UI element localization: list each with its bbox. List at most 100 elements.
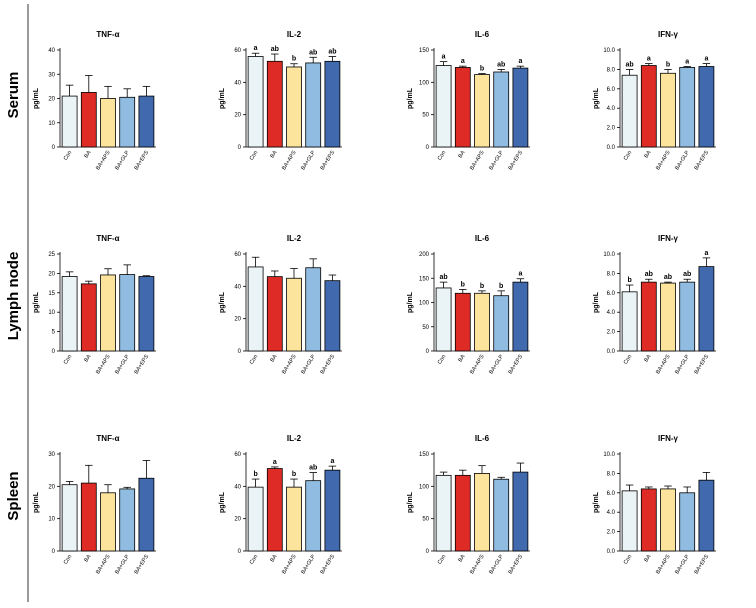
y-tick-label: 60 bbox=[234, 252, 241, 258]
y-tick-label: 50 bbox=[422, 113, 429, 119]
x-tick-label-con: Con bbox=[63, 354, 73, 366]
panel-title: IL-6 bbox=[475, 30, 490, 39]
x-tick-label-ba-eps: BA+EPS bbox=[694, 150, 711, 172]
significance-letter-ba-aps: b bbox=[480, 283, 484, 290]
panel-lymph-node-il-6: IL-6 pg/mL 0 50 100 150 200 ab Con b BA b BA+APS b BA+… bbox=[407, 234, 530, 375]
significance-letter-ba-aps: b bbox=[480, 66, 484, 73]
bar-ba bbox=[80, 92, 97, 148]
row-label-spleen: Spleen bbox=[5, 471, 22, 520]
y-axis-label: pg/mL bbox=[219, 291, 226, 313]
bar-ba-aps bbox=[286, 486, 302, 552]
y-tick-label: 0 bbox=[238, 549, 242, 555]
y-tick-label: 20 bbox=[234, 113, 241, 119]
y-axis-label: pg/mL bbox=[407, 291, 414, 313]
y-tick-label: 0.0 bbox=[607, 549, 616, 555]
x-tick-label-ba-eps: BA+EPS bbox=[694, 554, 711, 576]
significance-letter-ba-eps: a bbox=[704, 56, 708, 63]
bar-con bbox=[435, 474, 452, 552]
panel-title: TNF-α bbox=[96, 234, 119, 243]
y-tick-label: 10.0 bbox=[603, 252, 615, 258]
bar-ba-eps bbox=[324, 60, 341, 148]
significance-letter-ba-glp: b bbox=[499, 283, 503, 290]
x-tick-label-ba-glp: BA+GLP bbox=[300, 554, 317, 576]
y-tick-label: 2.0 bbox=[607, 330, 616, 336]
x-tick-label-ba-aps: BA+APS bbox=[655, 150, 672, 172]
bar-ba-eps bbox=[698, 266, 715, 352]
y-tick-label: 0 bbox=[426, 349, 430, 355]
y-axis-label: pg/mL bbox=[593, 87, 600, 109]
y-tick-label: 25 bbox=[48, 252, 55, 258]
y-tick-label: 50 bbox=[422, 325, 429, 331]
y-axis-label: pg/mL bbox=[219, 87, 226, 109]
x-tick-label-ba-aps: BA+APS bbox=[655, 554, 672, 576]
y-tick-label: 0 bbox=[52, 549, 56, 555]
panel-serum-il-6: IL-6 pg/mL 0 50 100 150 a Con a BA b BA+APS ab BA+GLP… bbox=[407, 30, 530, 171]
bar-ba-aps bbox=[100, 98, 116, 148]
bar-ba-glp bbox=[679, 492, 696, 552]
panel-serum-tnf: TNF-α pg/mL 0 10 20 30 40 Con BA BA+APS BA+GLP BA+E… bbox=[33, 30, 156, 171]
x-tick-label-ba-glp: BA+GLP bbox=[300, 354, 317, 376]
significance-letter-ba: a bbox=[647, 56, 651, 63]
significance-letter-ba-eps: a bbox=[704, 250, 708, 257]
x-tick-label-con: Con bbox=[63, 554, 73, 566]
panel-title: IL-2 bbox=[287, 30, 302, 39]
panel-title: TNF-α bbox=[96, 30, 119, 39]
x-tick-label-ba-eps: BA+EPS bbox=[320, 354, 337, 376]
y-tick-label: 30 bbox=[48, 452, 55, 458]
x-tick-label-ba: BA bbox=[270, 554, 279, 564]
y-tick-label: 20 bbox=[48, 97, 55, 103]
y-tick-label: 0 bbox=[52, 349, 56, 355]
y-tick-label: 0 bbox=[238, 349, 242, 355]
x-tick-label-con: Con bbox=[623, 150, 633, 162]
panel-lymph-node-ifn: IFN-γ pg/mL 0.0 2.0 4.0 6.0 8.0 10.0 b Con ab BA ab B… bbox=[593, 234, 716, 375]
bar-ba-aps bbox=[474, 74, 490, 148]
bar-ba-eps bbox=[138, 276, 155, 352]
x-tick-label-con: Con bbox=[63, 150, 73, 162]
y-tick-label: 20 bbox=[48, 484, 55, 490]
bar-ba-eps bbox=[512, 471, 529, 552]
y-tick-label: 0 bbox=[238, 145, 242, 151]
bar-ba-glp bbox=[119, 96, 136, 148]
panel-title: IFN-γ bbox=[658, 434, 679, 443]
significance-letter-ba-glp: ab bbox=[683, 271, 691, 278]
bar-ba bbox=[640, 281, 657, 352]
panel-spleen-ifn: IFN-γ pg/mL 0.0 2.0 4.0 6.0 8.0 10.0 Con BA BA+APS… bbox=[593, 434, 716, 575]
bar-ba bbox=[266, 468, 283, 552]
bar-con bbox=[247, 486, 264, 552]
significance-letter-ba: ab bbox=[645, 271, 653, 278]
bar-ba-glp bbox=[493, 478, 510, 552]
significance-letter-ba-glp: ab bbox=[309, 465, 317, 472]
panel-serum-ifn: IFN-γ pg/mL 0.0 2.0 4.0 6.0 8.0 10.0 ab Con a BA b BA… bbox=[593, 30, 716, 171]
y-tick-label: 100 bbox=[419, 80, 430, 86]
y-tick-label: 10 bbox=[48, 517, 55, 523]
significance-letter-ba-eps: a bbox=[518, 271, 522, 278]
bar-ba bbox=[80, 482, 97, 552]
y-tick-label: 6.0 bbox=[607, 491, 616, 497]
bar-ba bbox=[454, 67, 471, 148]
x-tick-label-ba-aps: BA+APS bbox=[281, 354, 298, 376]
y-tick-label: 0 bbox=[426, 145, 430, 151]
bar-ba-glp bbox=[119, 274, 136, 352]
x-tick-label-ba-aps: BA+APS bbox=[281, 150, 298, 172]
significance-letter-con: a bbox=[442, 54, 446, 61]
significance-letter-ba: b bbox=[461, 281, 465, 288]
panel-title: TNF-α bbox=[96, 434, 119, 443]
panel-title: IFN-γ bbox=[658, 30, 679, 39]
y-tick-label: 8.0 bbox=[607, 471, 616, 477]
y-tick-label: 4.0 bbox=[607, 106, 616, 112]
bar-ba-aps bbox=[474, 292, 490, 352]
row-labels: Serum Lymph node Spleen bbox=[5, 72, 22, 521]
x-tick-label-con: Con bbox=[437, 150, 447, 162]
x-tick-label-ba-glp: BA+GLP bbox=[114, 554, 131, 576]
x-tick-label-ba-eps: BA+EPS bbox=[320, 554, 337, 576]
y-tick-label: 8.0 bbox=[607, 271, 616, 277]
y-tick-label: 10 bbox=[48, 310, 55, 316]
x-tick-label-ba: BA bbox=[644, 354, 653, 364]
bar-ba-glp bbox=[679, 67, 696, 148]
panel-spleen-il-6: IL-6 pg/mL 0 50 100 150 Con BA BA+APS BA+GLP BA+EP… bbox=[407, 434, 530, 575]
bar-ba-aps bbox=[474, 472, 490, 552]
bar-ba-glp bbox=[305, 62, 322, 148]
y-tick-label: 40 bbox=[234, 284, 241, 290]
